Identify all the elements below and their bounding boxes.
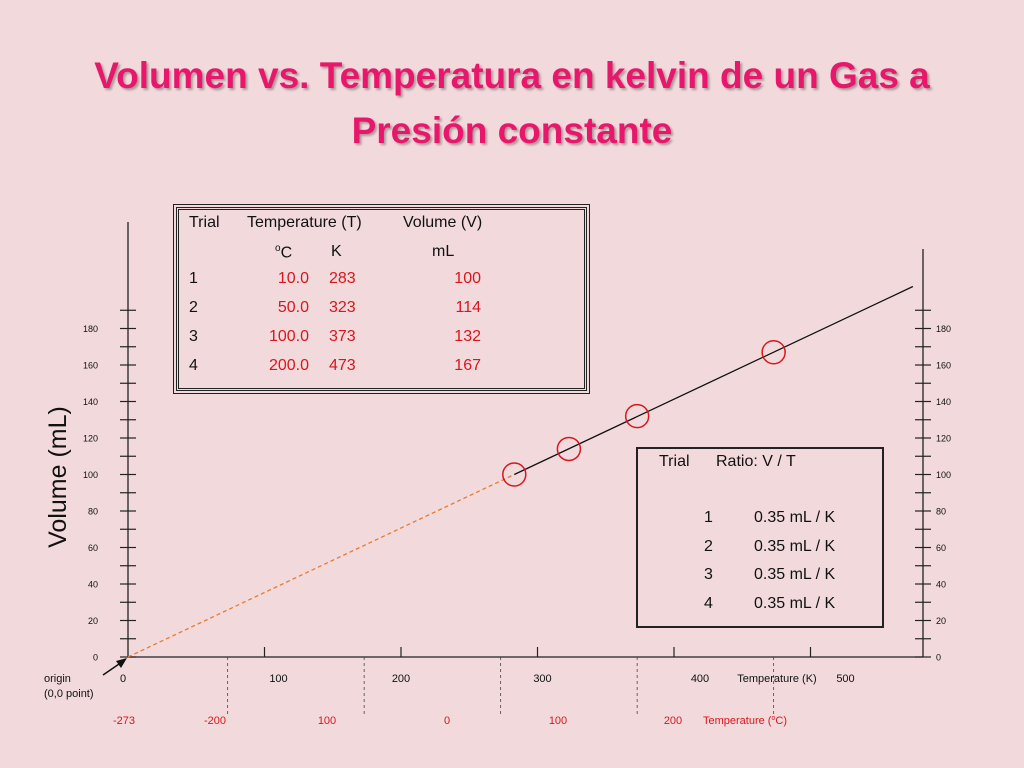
x-axis-label-celsius-sup: o — [771, 715, 775, 722]
y-tick-label-right: 180 — [936, 324, 951, 334]
temp-kelvin: 323 — [329, 299, 356, 316]
data-point — [624, 403, 650, 429]
header-volume: Volume (V) — [403, 214, 483, 231]
extrapolation-line — [127, 473, 515, 658]
data-point — [556, 436, 582, 462]
volume-value: 167 — [454, 357, 481, 374]
slide-title: Volumen vs. Temperatura en kelvin de un … — [40, 48, 984, 158]
trial-data-table: Trial Temperature (T) Volume (V) oC K mL… — [173, 204, 590, 394]
temp-kelvin: 373 — [329, 328, 356, 345]
data-lines — [127, 285, 914, 658]
ratio-value: 0.35 mL / K — [754, 566, 836, 583]
y-tick-label-right: 140 — [936, 397, 951, 407]
trial-number: 4 — [189, 357, 198, 374]
trial-number: 3 — [189, 328, 198, 345]
y-tick-label-right: 80 — [936, 507, 946, 517]
trial-number: 2 — [189, 299, 198, 316]
volume-value: 132 — [454, 328, 481, 345]
y-tick-label-left: 160 — [83, 361, 98, 371]
temp-kelvin: 283 — [329, 270, 356, 287]
unit-kelvin: K — [331, 243, 342, 260]
y-tick-label-left: 20 — [88, 616, 98, 626]
origin-label-sub: (0,0 point) — [44, 688, 94, 700]
y-tick-label-left: 40 — [88, 580, 98, 590]
y-tick-label-left: 60 — [88, 543, 98, 553]
y-tick-label-left: 120 — [83, 434, 98, 444]
x-tick-label-kelvin: 100 — [269, 673, 287, 685]
temp-kelvin: 473 — [329, 357, 356, 374]
volume-value: 114 — [455, 299, 481, 316]
x-axis-label-celsius: Temperature (oC) — [703, 715, 787, 727]
x-tick-label-kelvin: 500 — [836, 673, 854, 685]
y-tick-label-right: 160 — [936, 361, 951, 371]
y-tick-label-left: 80 — [88, 507, 98, 517]
y-tick-label-right: 60 — [936, 543, 946, 553]
x-axis-label-celsius-end: C) — [775, 715, 787, 727]
origin-label: origin — [44, 673, 71, 685]
slide-title-line1: Volumen vs. Temperatura en kelvin de un … — [94, 55, 930, 96]
origin-arrowhead — [116, 658, 127, 668]
unit-celsius: oC — [275, 243, 292, 262]
y-tick-label-right: 120 — [936, 434, 951, 444]
ratio-value: 0.35 mL / K — [754, 509, 836, 526]
data-point — [761, 339, 786, 365]
ratio-value: 0.35 mL / K — [754, 594, 836, 612]
ratio-table: Trial Ratio: V / T 1 0.35 mL / K 2 0.35 mL … — [636, 447, 884, 628]
x-tick-label-celsius: -200 — [204, 715, 226, 727]
ratio-trial-number: 2 — [704, 537, 713, 555]
x-tick-label-celsius: 0 — [444, 715, 450, 727]
unit-celsius-letter: C — [280, 244, 293, 262]
y-tick-label-left: 0 — [93, 653, 98, 663]
fit-line — [514, 285, 914, 476]
ratio-header-trial: Trial — [659, 453, 690, 470]
x-tick-label-kelvin: 0 — [120, 673, 126, 685]
temp-celsius: 100.0 — [268, 328, 309, 345]
x-axis-label-celsius-start: Temperature ( — [703, 715, 772, 727]
x-tick-label-kelvin: 200 — [392, 673, 410, 685]
x-tick-label-kelvin: 300 — [533, 673, 551, 685]
y-tick-label-right: 100 — [936, 470, 951, 480]
data-point — [502, 462, 527, 487]
y-tick-label-right: 0 — [936, 653, 941, 663]
slide-title-line2: Presión constante — [351, 110, 673, 151]
y-tick-label-left: 100 — [83, 470, 98, 480]
ratio-trial-number: 1 — [704, 509, 713, 526]
y-tick-label-left: 140 — [83, 397, 98, 407]
ratio-value: 0.35 mL / K — [754, 537, 836, 555]
header-trial: Trial — [189, 214, 220, 231]
x-tick-label-celsius: 100 — [549, 715, 567, 727]
ratio-header-ratio: Ratio: V / T — [716, 453, 796, 470]
temp-celsius: 10.0 — [277, 270, 309, 287]
y-tick-label-right: 40 — [936, 580, 946, 590]
y-axis-label: Volume (mL) — [44, 406, 72, 548]
x-tick-label-kelvin: 400 — [691, 673, 709, 685]
y-tick-label-left: 180 — [83, 324, 98, 334]
header-temperature: Temperature (T) — [247, 214, 362, 231]
x-tick-label-celsius: 100 — [318, 715, 336, 727]
y-tick-label-right: 20 — [936, 616, 946, 626]
temp-celsius: 200.0 — [268, 357, 309, 374]
x-axis-label-kelvin: Temperature (K) — [737, 673, 816, 685]
unit-celsius-sup: o — [275, 243, 281, 254]
volume-value: 100 — [454, 270, 481, 287]
data-points — [502, 339, 786, 487]
x-tick-label-celsius: -273 — [113, 715, 135, 727]
ratio-trial-number: 3 — [704, 566, 713, 583]
trial-number: 1 — [189, 270, 198, 287]
temp-celsius: 50.0 — [277, 299, 309, 316]
ratio-trial-number: 4 — [704, 594, 713, 612]
x-tick-label-celsius: 200 — [664, 715, 682, 727]
unit-milliliter: mL — [432, 243, 455, 260]
axes — [120, 222, 931, 715]
